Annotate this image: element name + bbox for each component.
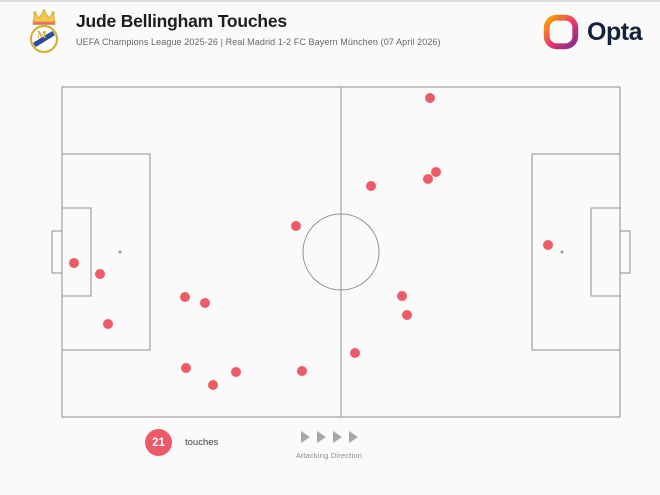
opta-brand: Opta: [543, 14, 642, 50]
touches-label: touches: [185, 437, 219, 448]
touch-dot: [350, 348, 360, 358]
touch-dot: [423, 174, 433, 184]
header: M Jude Bellingham Touches UEFA Champions…: [0, 2, 660, 64]
touch-dot: [543, 240, 553, 250]
touch-dot: [397, 291, 407, 301]
page-title: Jude Bellingham Touches: [76, 11, 287, 31]
right-arrow-icon: [348, 431, 358, 443]
touch-dot: [103, 319, 113, 329]
penalty-spot-right: [560, 250, 564, 254]
attacking-direction-label: Attacking Direction: [295, 451, 363, 460]
right-arrow-icon: [300, 431, 310, 443]
touch-dot: [231, 367, 241, 377]
page-subtitle: UEFA Champions League 2025-26 | Real Mad…: [76, 37, 441, 47]
touch-dot: [291, 221, 301, 231]
opta-wordmark: Opta: [587, 17, 642, 46]
touches-count: 21: [152, 436, 165, 449]
opta-icon: [543, 14, 579, 50]
touch-dot: [431, 167, 441, 177]
touch-dot: [208, 380, 218, 390]
goal-area-left: [61, 207, 92, 297]
touch-dot: [95, 269, 105, 279]
touch-dot: [180, 292, 190, 302]
right-arrow-icon: [332, 431, 342, 443]
title-block: Jude Bellingham Touches UEFA Champions L…: [76, 11, 441, 47]
touch-dot: [69, 258, 79, 268]
attacking-direction: Attacking Direction: [286, 431, 372, 460]
penalty-area-right: [531, 153, 621, 351]
touch-dot: [181, 363, 191, 373]
right-arrow-icon: [316, 431, 326, 443]
goal-right: [619, 230, 631, 274]
svg-text:M: M: [37, 30, 47, 41]
centre-circle: [302, 213, 380, 291]
real-madrid-crest-icon: M: [28, 9, 60, 55]
touch-dot: [425, 93, 435, 103]
penalty-spot-left: [118, 250, 122, 254]
touch-dot: [297, 366, 307, 376]
legend: 21 touches: [145, 429, 218, 456]
goal-left: [51, 230, 63, 274]
touches-count-badge: 21: [145, 429, 172, 456]
attacking-direction-arrows-icon: [286, 431, 372, 443]
goal-area-right: [590, 207, 621, 297]
touch-dot: [200, 298, 210, 308]
touch-dot: [366, 181, 376, 191]
touch-dot: [402, 310, 412, 320]
touch-dots: [69, 93, 553, 390]
